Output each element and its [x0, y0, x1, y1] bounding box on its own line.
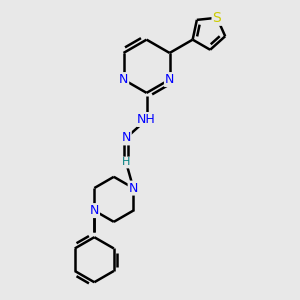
Text: N: N: [129, 182, 138, 195]
Text: N: N: [119, 73, 128, 86]
Text: S: S: [213, 11, 221, 25]
Text: N: N: [122, 131, 131, 144]
Text: H: H: [122, 158, 130, 167]
Text: N: N: [90, 204, 99, 217]
Text: NH: NH: [137, 113, 156, 126]
Text: N: N: [165, 73, 174, 86]
